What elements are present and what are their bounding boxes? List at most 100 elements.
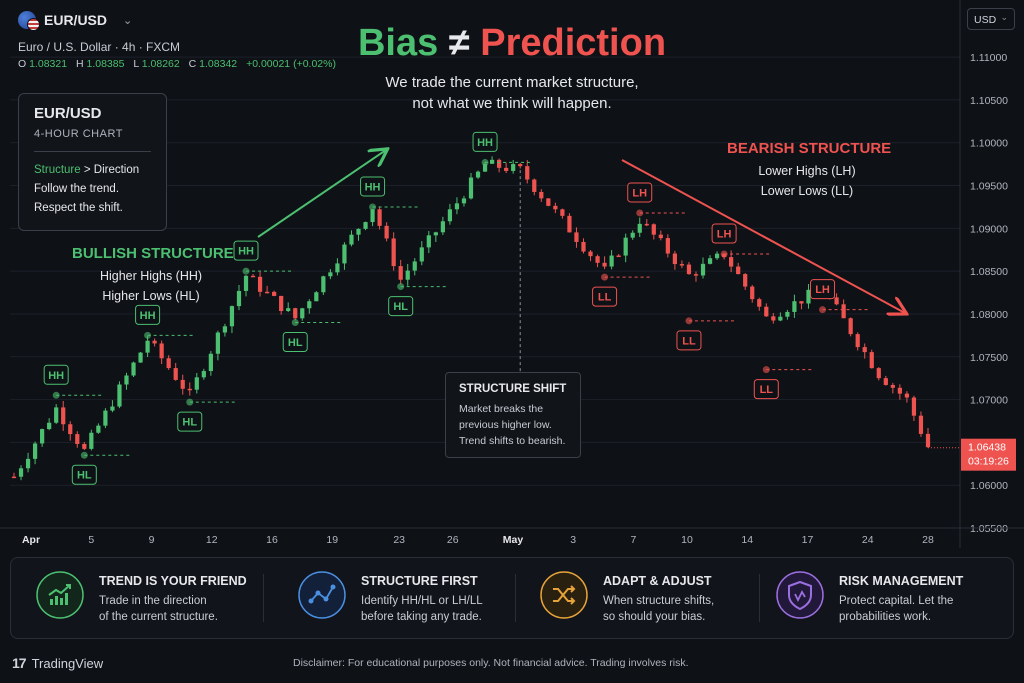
candle-body xyxy=(911,397,917,416)
info-box-title: EUR/USD xyxy=(34,105,102,122)
pivot-label-box xyxy=(177,411,203,432)
candle-body xyxy=(454,203,460,210)
candle-body xyxy=(426,235,431,248)
pivot-label-box xyxy=(627,182,653,203)
candle-body xyxy=(848,318,853,335)
pivot-label-box xyxy=(810,279,836,300)
pivot-label-box xyxy=(472,131,498,152)
candle-body xyxy=(883,378,888,385)
candle-body xyxy=(862,347,867,353)
x-tick-label: 16 xyxy=(266,534,278,546)
x-tick-label: 10 xyxy=(681,534,693,546)
candle-body xyxy=(630,232,635,238)
ohlc-low: 1.08262 xyxy=(141,58,180,70)
tip-line: before taking any trade. xyxy=(361,611,482,623)
shift-line-2: previous higher low. xyxy=(459,419,552,431)
pivot-label: HL xyxy=(393,301,408,313)
candle-body xyxy=(314,292,319,302)
symbol-selector[interactable]: EUR/USD ⌄ xyxy=(18,11,133,31)
pivot-label: HH xyxy=(140,310,156,322)
candle-body xyxy=(75,434,80,444)
structure-icon xyxy=(298,571,346,619)
candle-body xyxy=(257,276,263,292)
y-tick-label: 1.10500 xyxy=(970,95,1008,107)
candle-body xyxy=(152,340,157,344)
tip-line: Identify HH/HL or LH/LL xyxy=(361,595,483,607)
candle-body xyxy=(307,301,312,309)
x-tick-label: May xyxy=(503,534,524,546)
bearish-trend-arrow xyxy=(621,159,905,313)
bearish-title: BEARISH STRUCTURE xyxy=(727,140,892,157)
candle-body xyxy=(40,429,45,444)
chevron-down-icon: ⌄ xyxy=(1000,12,1008,22)
divider xyxy=(759,574,760,622)
chevron-down-icon[interactable]: ⌄ xyxy=(123,14,133,27)
candle-body xyxy=(489,159,495,164)
candle-body xyxy=(405,270,410,280)
candle-body xyxy=(925,433,931,448)
pivot-label-box xyxy=(711,223,737,244)
candle-body xyxy=(342,244,347,264)
candle-body xyxy=(792,301,797,312)
x-tick-label: 19 xyxy=(326,534,338,546)
ohlc-open: 1.08321 xyxy=(29,58,68,70)
x-tick-label: 9 xyxy=(149,534,155,546)
pivot-label-box xyxy=(676,330,702,351)
candle-body xyxy=(208,353,213,372)
candle-body xyxy=(546,198,551,206)
pivot-label-box xyxy=(233,240,259,261)
y-tick-label: 1.11000 xyxy=(970,52,1007,64)
countdown-label: 03:19:26 xyxy=(968,456,1009,468)
info-box: EUR/USD 4-HOUR CHART Structure > Directi… xyxy=(18,93,167,231)
currency-value: USD xyxy=(974,14,997,26)
candle-body xyxy=(173,368,178,380)
shift-line-3: Trend shifts to bearish. xyxy=(459,435,566,447)
tip-description: When structure shifts, so should your bia… xyxy=(603,593,763,625)
candle-body xyxy=(588,251,593,257)
pivot-label-box xyxy=(135,304,161,325)
pivot-label: HL xyxy=(77,470,92,482)
candle-body xyxy=(785,311,790,317)
candle-body xyxy=(806,289,811,304)
ohlc-open-label: O xyxy=(18,58,27,70)
candle-body xyxy=(89,432,94,449)
x-tick-label: 12 xyxy=(206,534,218,546)
pivot-label-box xyxy=(43,364,69,385)
info-box-line-1: Follow the trend. xyxy=(34,183,120,195)
candle-body xyxy=(714,253,720,259)
currency-dropdown[interactable]: USD ⌄ xyxy=(967,8,1015,30)
candle-body xyxy=(300,308,305,319)
info-box-structure: Structure > Direction xyxy=(34,161,151,180)
candle-body xyxy=(131,362,136,376)
candle-body xyxy=(539,191,544,199)
tradingview-logo[interactable]: 17 TradingView xyxy=(12,655,103,671)
bearish-line-2: Lower Lows (LL) xyxy=(760,184,854,198)
candle-body xyxy=(222,326,228,333)
tip-line: Protect capital. Let the xyxy=(839,595,954,607)
candle-body xyxy=(834,297,839,305)
candle-body xyxy=(623,237,628,256)
candle-body xyxy=(11,476,17,479)
candle-body xyxy=(215,332,221,354)
candle-body xyxy=(391,238,396,267)
ohlc-high: 1.08385 xyxy=(86,58,125,70)
pivot-label-box xyxy=(282,332,308,353)
candle-body xyxy=(567,215,572,233)
structure-shift-box: STRUCTURE SHIFT Market breaks the previo… xyxy=(445,372,581,458)
tip-card-trend: TREND IS YOUR FRIEND Trade in the direct… xyxy=(11,558,261,638)
pivot-label: LL xyxy=(598,292,612,304)
pivot-label: HL xyxy=(182,417,197,429)
candle-body xyxy=(757,299,762,307)
tip-description: Identify HH/HL or LH/LL before taking any… xyxy=(361,593,521,625)
candle-body xyxy=(560,209,565,216)
candle-body xyxy=(679,264,685,266)
pivot-label-box xyxy=(592,286,618,307)
tip-line: When structure shifts, xyxy=(603,595,715,607)
shift-line-1: Market breaks the xyxy=(459,403,544,415)
pivot-label: HH xyxy=(238,246,254,258)
candle-body xyxy=(229,306,235,327)
logo-text: TradingView xyxy=(31,655,104,671)
y-tick-label: 1.09000 xyxy=(970,223,1008,235)
candle-body xyxy=(47,422,52,430)
